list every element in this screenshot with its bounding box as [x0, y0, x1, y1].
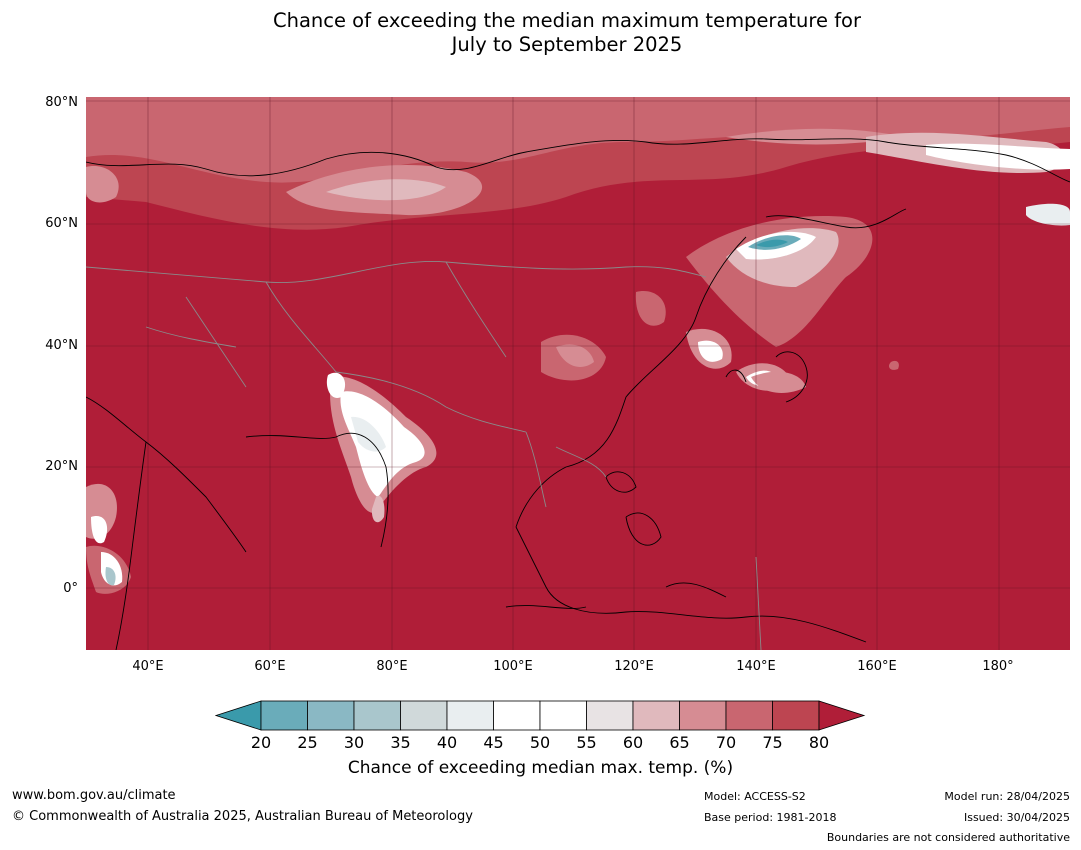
colorbar-segment: [353, 700, 401, 731]
forecast-map: [86, 97, 1070, 650]
lon-label-120e: 120°E: [614, 659, 654, 674]
footer-base-period: Base period: 1981-2018: [704, 811, 837, 824]
colorbar-tick: 70: [715, 733, 737, 752]
colorbar-segment: [586, 700, 634, 731]
footer-copyright: © Commonwealth of Australia 2025, Austra…: [12, 809, 473, 824]
colorbar-tick: 50: [529, 733, 551, 752]
east-africa-region: [86, 483, 131, 594]
coastlines: [86, 138, 1070, 650]
lon-label-40e: 40°E: [132, 659, 164, 674]
colorbar-segment: [632, 700, 680, 731]
footer-model-run: Model run: 28/04/2025: [944, 790, 1070, 803]
colorbar: [215, 700, 866, 731]
lon-label-60e: 60°E: [254, 659, 286, 674]
siberia-band: [86, 97, 1070, 230]
colorbar-tick: 20: [250, 733, 272, 752]
colorbar-extend-low: [215, 700, 262, 731]
graticule: [86, 97, 1070, 650]
colorbar-tick: 65: [669, 733, 690, 752]
colorbar-segment: [446, 700, 494, 731]
map-canvas: [86, 97, 1070, 650]
colorbar-segment: [307, 700, 355, 731]
colorbar-segment: [400, 700, 448, 731]
colorbar-tick: 45: [483, 733, 504, 752]
footer-issued: Issued: 30/04/2025: [963, 811, 1070, 824]
lon-label-100e: 100°E: [493, 659, 533, 674]
colorbar-tick: 75: [762, 733, 783, 752]
title-line-1: Chance of exceeding the median maximum t…: [272, 9, 862, 32]
colorbar-segment: [260, 700, 308, 731]
lat-label-60n: 60°N: [45, 216, 78, 231]
lat-label-0: 0°: [63, 581, 78, 596]
map-title: Chance of exceeding the median maximum t…: [0, 9, 1081, 57]
india-region: [326, 372, 437, 523]
colorbar-segment: [679, 700, 727, 731]
colorbar-segment: [539, 700, 587, 731]
lat-label-40n: 40°N: [45, 338, 78, 353]
colorbar-segment: [725, 700, 773, 731]
colorbar-label: Chance of exceeding median max. temp. (%…: [347, 758, 734, 778]
colorbar-segment: [772, 700, 820, 731]
country-borders: [86, 260, 762, 650]
colorbar-tick: 30: [343, 733, 365, 752]
lon-label-80e: 80°E: [376, 659, 408, 674]
footer-model: Model: ACCESS-S2: [704, 790, 806, 803]
lon-label-180: 180°: [982, 659, 1014, 674]
lon-label-140e: 140°E: [736, 659, 776, 674]
colorbar-tick: 40: [436, 733, 458, 752]
lat-label-80n: 80°N: [45, 95, 78, 110]
footer-disclaimer: Boundaries are not considered authoritat…: [826, 831, 1070, 844]
colorbar-tick: 80: [808, 733, 830, 752]
colorbar-tick: 35: [390, 733, 411, 752]
lon-label-160e: 160°E: [857, 659, 897, 674]
colorbar-tick: 60: [622, 733, 644, 752]
colorbar-segment: [493, 700, 541, 731]
lat-label-20n: 20°N: [45, 459, 78, 474]
colorbar-tick: 55: [576, 733, 597, 752]
colorbar-tick: 25: [297, 733, 318, 752]
title-line-2: July to September 2025: [451, 33, 683, 56]
colorbar-extend-high: [818, 700, 866, 731]
footer-website: www.bom.gov.au/climate: [12, 788, 176, 803]
